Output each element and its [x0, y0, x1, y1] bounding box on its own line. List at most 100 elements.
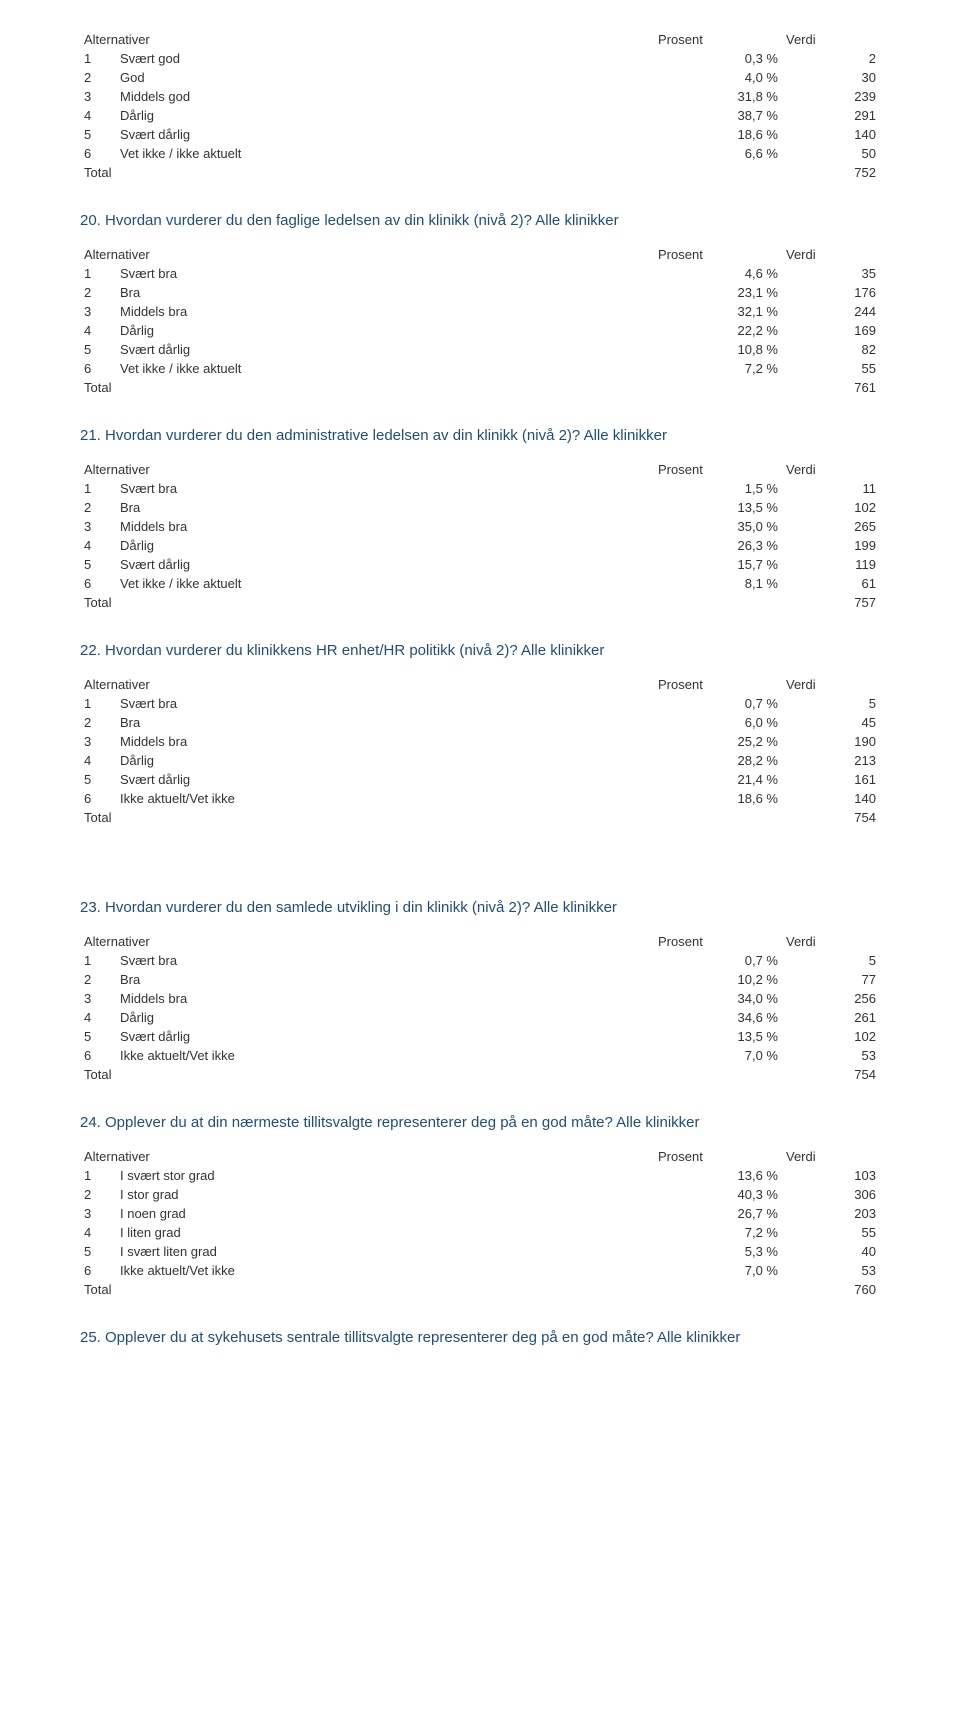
row-percent: 7,2 %	[654, 1223, 782, 1242]
results-table: AlternativerProsentVerdi1Svært bra0,7 %5…	[80, 675, 880, 827]
row-number: 2	[80, 68, 116, 87]
row-number: 4	[80, 1223, 116, 1242]
col-header-prosent: Prosent	[654, 675, 782, 694]
col-header-prosent: Prosent	[654, 245, 782, 264]
row-number: 2	[80, 970, 116, 989]
row-number: 6	[80, 789, 116, 808]
question-title: 23. Hvordan vurderer du den samlede utvi…	[80, 897, 880, 918]
total-percent-blank	[654, 378, 782, 397]
row-percent: 22,2 %	[654, 321, 782, 340]
table-row: 3Middels god31,8 %239	[80, 87, 880, 106]
row-percent: 34,6 %	[654, 1008, 782, 1027]
row-label: Svært dårlig	[116, 770, 654, 789]
row-value: 176	[782, 283, 880, 302]
row-label: Middels god	[116, 87, 654, 106]
col-header-verdi: Verdi	[782, 245, 880, 264]
row-value: 256	[782, 989, 880, 1008]
row-label: Dårlig	[116, 536, 654, 555]
total-percent-blank	[654, 808, 782, 827]
table-row: 3I noen grad26,7 %203	[80, 1204, 880, 1223]
row-percent: 26,3 %	[654, 536, 782, 555]
row-percent: 21,4 %	[654, 770, 782, 789]
row-label: Vet ikke / ikke aktuelt	[116, 359, 654, 378]
table-total-row: Total760	[80, 1280, 880, 1299]
row-percent: 18,6 %	[654, 789, 782, 808]
row-value: 140	[782, 789, 880, 808]
row-label: Middels bra	[116, 989, 654, 1008]
total-percent-blank	[654, 1065, 782, 1084]
table-row: 2Bra6,0 %45	[80, 713, 880, 732]
row-number: 4	[80, 536, 116, 555]
row-percent: 1,5 %	[654, 479, 782, 498]
row-percent: 10,2 %	[654, 970, 782, 989]
row-label: Bra	[116, 283, 654, 302]
row-number: 6	[80, 1261, 116, 1280]
row-percent: 32,1 %	[654, 302, 782, 321]
total-value: 760	[782, 1280, 880, 1299]
row-value: 261	[782, 1008, 880, 1027]
table-total-row: Total761	[80, 378, 880, 397]
row-label: Ikke aktuelt/Vet ikke	[116, 1046, 654, 1065]
row-label: Svært god	[116, 49, 654, 68]
row-number: 1	[80, 264, 116, 283]
total-label: Total	[80, 593, 654, 612]
row-number: 3	[80, 732, 116, 751]
total-percent-blank	[654, 593, 782, 612]
row-number: 1	[80, 951, 116, 970]
table-header-row: AlternativerProsentVerdi	[80, 932, 880, 951]
table-total-row: Total752	[80, 163, 880, 182]
row-number: 3	[80, 517, 116, 536]
table-header-row: AlternativerProsentVerdi	[80, 245, 880, 264]
row-number: 3	[80, 302, 116, 321]
row-number: 6	[80, 144, 116, 163]
col-header-alternativer: Alternativer	[80, 30, 654, 49]
table-row: 5Svært dårlig18,6 %140	[80, 125, 880, 144]
question-title: 24. Opplever du at din nærmeste tillitsv…	[80, 1112, 880, 1133]
row-value: 190	[782, 732, 880, 751]
total-value: 754	[782, 1065, 880, 1084]
row-percent: 6,0 %	[654, 713, 782, 732]
row-value: 213	[782, 751, 880, 770]
table-row: 1I svært stor grad13,6 %103	[80, 1166, 880, 1185]
table-header-row: AlternativerProsentVerdi	[80, 675, 880, 694]
table-row: 4Dårlig38,7 %291	[80, 106, 880, 125]
row-number: 2	[80, 498, 116, 517]
row-percent: 13,6 %	[654, 1166, 782, 1185]
row-value: 239	[782, 87, 880, 106]
col-header-verdi: Verdi	[782, 932, 880, 951]
row-number: 5	[80, 555, 116, 574]
row-percent: 31,8 %	[654, 87, 782, 106]
col-header-alternativer: Alternativer	[80, 675, 654, 694]
row-value: 102	[782, 1027, 880, 1046]
table-row: 4Dårlig26,3 %199	[80, 536, 880, 555]
table-row: 1Svært god0,3 %2	[80, 49, 880, 68]
table-total-row: Total754	[80, 1065, 880, 1084]
row-percent: 7,0 %	[654, 1046, 782, 1065]
table-row: 2Bra10,2 %77	[80, 970, 880, 989]
question-section: AlternativerProsentVerdi1Svært god0,3 %2…	[80, 30, 880, 182]
row-value: 61	[782, 574, 880, 593]
table-row: 6Vet ikke / ikke aktuelt6,6 %50	[80, 144, 880, 163]
table-row: 3Middels bra32,1 %244	[80, 302, 880, 321]
row-percent: 0,7 %	[654, 951, 782, 970]
row-number: 3	[80, 87, 116, 106]
row-label: Svært dårlig	[116, 1027, 654, 1046]
row-label: Svært dårlig	[116, 125, 654, 144]
row-value: 30	[782, 68, 880, 87]
table-row: 6Vet ikke / ikke aktuelt8,1 %61	[80, 574, 880, 593]
table-row: 5Svært dårlig13,5 %102	[80, 1027, 880, 1046]
row-number: 1	[80, 479, 116, 498]
row-label: Svært bra	[116, 951, 654, 970]
row-label: Dårlig	[116, 106, 654, 125]
row-percent: 13,5 %	[654, 1027, 782, 1046]
results-table: AlternativerProsentVerdi1Svært god0,3 %2…	[80, 30, 880, 182]
row-value: 244	[782, 302, 880, 321]
total-value: 757	[782, 593, 880, 612]
question-section: 22. Hvordan vurderer du klinikkens HR en…	[80, 640, 880, 827]
col-header-verdi: Verdi	[782, 675, 880, 694]
table-row: 1Svært bra4,6 %35	[80, 264, 880, 283]
row-number: 6	[80, 1046, 116, 1065]
row-label: God	[116, 68, 654, 87]
row-percent: 15,7 %	[654, 555, 782, 574]
row-label: Svært bra	[116, 479, 654, 498]
